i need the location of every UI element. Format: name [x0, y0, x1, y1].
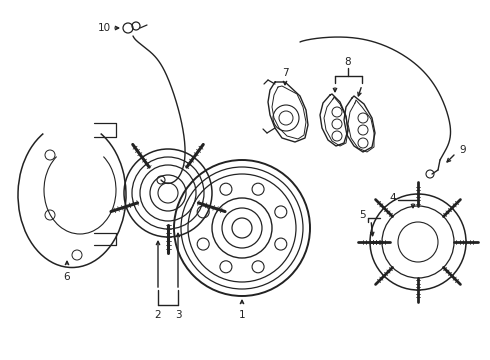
Text: 3: 3 — [175, 310, 181, 320]
Text: 10: 10 — [98, 23, 111, 33]
Text: 5: 5 — [359, 210, 366, 220]
Text: 2: 2 — [155, 310, 161, 320]
Text: 1: 1 — [239, 310, 245, 320]
Text: 8: 8 — [344, 57, 351, 67]
Text: 6: 6 — [64, 272, 70, 282]
Text: 9: 9 — [460, 145, 466, 155]
Text: 4: 4 — [390, 193, 396, 203]
Text: 7: 7 — [282, 68, 288, 78]
